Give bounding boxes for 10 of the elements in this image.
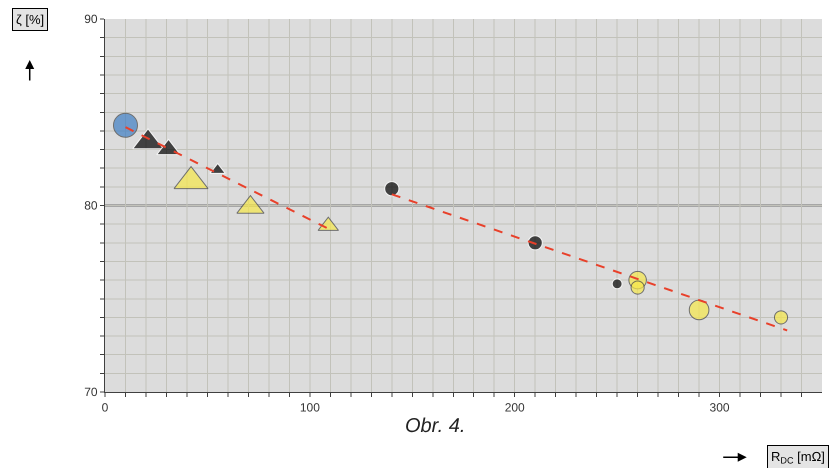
y-axis-title: ζ [%] (16, 12, 44, 27)
x-tick-label: 200 (504, 400, 526, 414)
x-tick-label: 300 (710, 400, 730, 414)
y-tick-label: 70 (84, 385, 98, 400)
y-tick-label: 90 (84, 12, 98, 26)
x-tick-label: 100 (300, 400, 320, 414)
text: Obr. 4. (405, 415, 466, 437)
x-axis-title: R$_{DC}$ [mΩ] (771, 449, 825, 466)
x-tick-label: 0 (102, 400, 109, 414)
y-tick-label: 80 (84, 198, 98, 213)
